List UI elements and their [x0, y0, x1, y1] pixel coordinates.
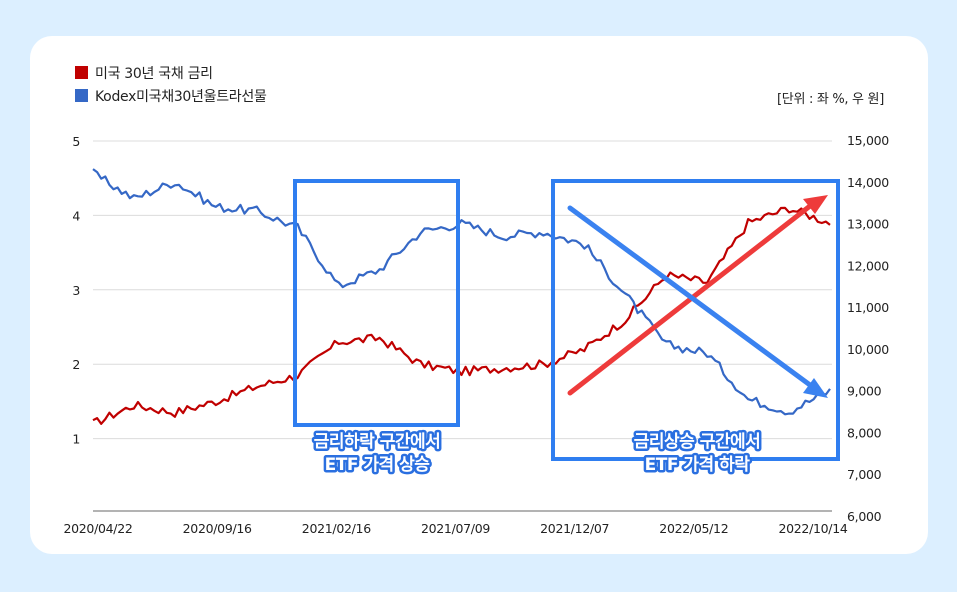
y-right-tick: 10,000: [847, 342, 889, 357]
y-left-tick: 2: [72, 357, 80, 372]
legend-etf: Kodex미국채30년울트라선물: [75, 86, 267, 106]
falling-rate-box: [293, 179, 460, 427]
etf-series-line: [92, 168, 831, 416]
chart-card: 1 2 3 4 5 6,000 7,000 8,000 9,000 10,000 11,000 12,…: [30, 36, 928, 554]
box1-label-line1: 금리하락 구간에서: [314, 432, 441, 452]
y-left-tick: 1: [72, 432, 80, 447]
unit-note: [단위 : 좌 %, 우 원]: [777, 92, 884, 107]
y-right-tick: 13,000: [847, 217, 889, 232]
legend-rate-label: 미국 30년 국채 금리: [95, 66, 213, 82]
y-right-tick: 14,000: [847, 175, 889, 190]
box1-label-line2: ETF 가격 상승: [325, 455, 431, 475]
legend-etf-label: Kodex미국채30년울트라선물: [95, 89, 267, 105]
rising-rate-box: [551, 179, 840, 461]
y-right-tick: 8,000: [847, 425, 882, 440]
y-left-tick: 5: [72, 134, 80, 149]
chart: 1 2 3 4 5 6,000 7,000 8,000 9,000 10,000 11,000 12,…: [63, 133, 889, 536]
x-tick-label: 2022/10/14: [778, 521, 847, 536]
x-tick-label: 2022/05/12: [659, 521, 728, 536]
falling-etf-arrowhead: [803, 378, 828, 398]
y-left-tick: 4: [72, 208, 80, 223]
x-tick-label: 2021/02/16: [302, 521, 371, 536]
y-right-tick: 6,000: [847, 509, 882, 524]
box2-label-line2: ETF 가격 하락: [645, 455, 751, 475]
legend-rate-swatch: [75, 66, 88, 79]
y-right-tick: 9,000: [847, 384, 882, 399]
x-tick-label: 2021/07/09: [421, 521, 490, 536]
y-right-tick: 11,000: [847, 300, 889, 315]
x-tick-label: 2020/04/22: [63, 521, 132, 536]
y-right-tick: 7,000: [847, 467, 882, 482]
y-right-tick: 15,000: [847, 133, 889, 148]
y-left-tick: 3: [72, 283, 80, 298]
legend-rate: 미국 30년 국채 금리: [75, 63, 213, 83]
falling-etf-arrow: [567, 205, 813, 388]
x-tick-label: 2020/09/16: [183, 521, 252, 536]
rising-rate-arrowhead: [803, 195, 828, 214]
x-tick-label: 2021/12/07: [540, 521, 609, 536]
legend-etf-swatch: [75, 89, 88, 102]
y-right-tick: 12,000: [847, 258, 889, 273]
box2-label-line1: 금리상승 구간에서: [634, 432, 761, 452]
rate-series-line: [92, 206, 831, 425]
